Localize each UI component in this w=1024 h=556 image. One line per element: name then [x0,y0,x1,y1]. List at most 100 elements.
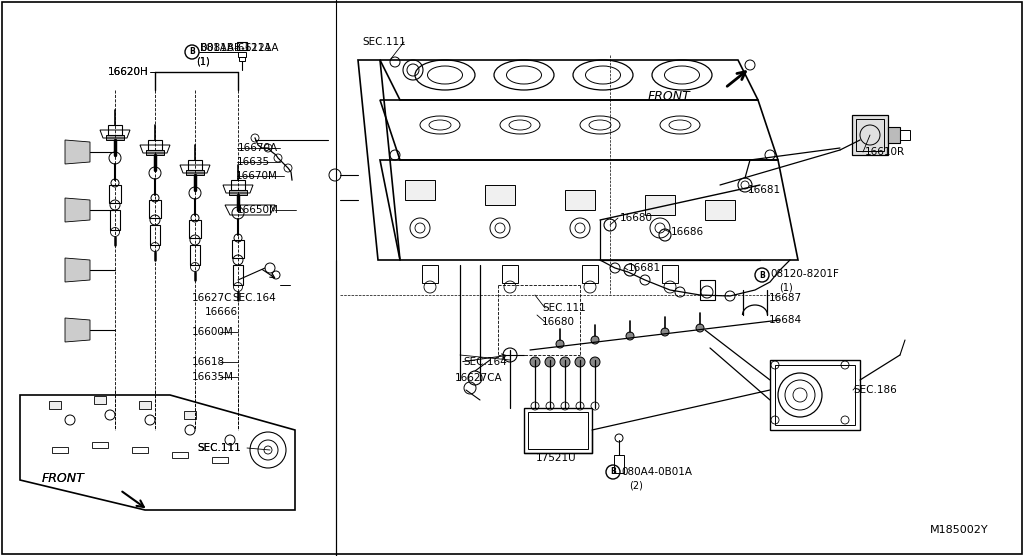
Text: 16681: 16681 [748,185,781,195]
Bar [190,245,200,265]
Text: 080A4-0B01A: 080A4-0B01A [621,467,692,477]
Text: 08120-8201F: 08120-8201F [770,269,839,279]
Circle shape [560,357,570,367]
Text: 081AB-6121A: 081AB-6121A [200,43,271,53]
Bar [406,180,435,200]
Text: 16670M: 16670M [236,171,278,181]
Bar [184,411,196,419]
Bar [188,160,202,170]
Bar [146,150,164,155]
Bar [92,442,108,448]
Bar [109,185,121,203]
Bar [900,130,910,140]
Text: 16635: 16635 [237,157,270,167]
Text: B: B [759,271,765,280]
Bar [502,265,518,283]
Text: B081AB-6121A: B081AB-6121A [200,43,279,53]
Text: 16670A: 16670A [238,143,279,153]
Bar [614,455,624,473]
Text: FRONT: FRONT [42,471,85,484]
Text: (1): (1) [779,282,793,292]
Circle shape [626,332,634,340]
Bar [110,210,120,230]
Text: 16620H: 16620H [108,67,148,77]
Bar [700,280,715,300]
Polygon shape [65,198,90,222]
Text: SEC.111: SEC.111 [362,37,406,47]
Bar [229,190,247,195]
Bar [856,119,884,151]
Text: 16610R: 16610R [865,147,905,157]
Text: SEC.186: SEC.186 [853,385,897,395]
Text: FRONT: FRONT [42,471,85,484]
Text: 16635M: 16635M [193,372,234,382]
Bar [139,401,151,409]
Polygon shape [65,258,90,282]
Bar [770,360,860,430]
Bar [148,140,162,150]
Bar [705,200,735,220]
Text: SEC.111: SEC.111 [197,443,241,453]
Text: B: B [189,47,195,57]
Text: SEC.111: SEC.111 [542,303,586,313]
Bar [49,401,61,409]
Bar [524,408,592,453]
Bar [852,115,888,155]
Text: SEC.111: SEC.111 [197,443,241,453]
Bar [212,457,228,463]
Text: 16666: 16666 [205,307,239,317]
Bar [485,185,515,205]
Bar [232,240,244,258]
Text: 16618: 16618 [193,357,225,367]
Text: (1): (1) [196,57,210,67]
Bar [662,265,678,283]
Text: 16627CA: 16627CA [455,373,503,383]
Bar [52,447,68,453]
Circle shape [591,336,599,344]
Text: B: B [610,468,615,476]
Text: (1): (1) [196,57,210,67]
Bar [150,200,161,218]
Circle shape [575,357,585,367]
Bar [645,195,675,215]
Bar [888,127,900,143]
Text: 16687: 16687 [769,293,802,303]
Bar [172,452,188,458]
Bar [239,57,245,61]
Circle shape [590,357,600,367]
Text: 16650M: 16650M [237,205,279,215]
Polygon shape [65,140,90,164]
Text: 16600M: 16600M [193,327,233,337]
Bar [422,265,438,283]
Bar [565,190,595,210]
Bar [132,447,148,453]
Text: 16680: 16680 [542,317,575,327]
Text: (2): (2) [629,480,643,490]
Bar [775,365,855,425]
Text: 16681: 16681 [628,263,662,273]
Bar [94,396,106,404]
Bar [189,220,201,238]
Text: SEC.164: SEC.164 [232,293,275,303]
Text: 16684: 16684 [769,315,802,325]
Bar [237,42,247,50]
Bar [231,180,245,190]
Text: FRONT: FRONT [648,90,691,102]
Circle shape [662,328,669,336]
Bar [106,135,124,140]
Circle shape [545,357,555,367]
Bar [233,265,243,285]
Text: M185002Y: M185002Y [930,525,988,535]
Text: 16680: 16680 [620,213,653,223]
Circle shape [530,357,540,367]
Text: SEC.164: SEC.164 [463,357,507,367]
Bar [108,125,122,135]
Polygon shape [65,318,90,342]
Bar [528,412,588,449]
Text: 16620H: 16620H [108,67,148,77]
Bar [582,265,598,283]
Text: 16627C: 16627C [193,293,232,303]
Text: 17521U: 17521U [536,453,577,463]
Text: 16686: 16686 [671,227,705,237]
Bar [186,170,204,175]
